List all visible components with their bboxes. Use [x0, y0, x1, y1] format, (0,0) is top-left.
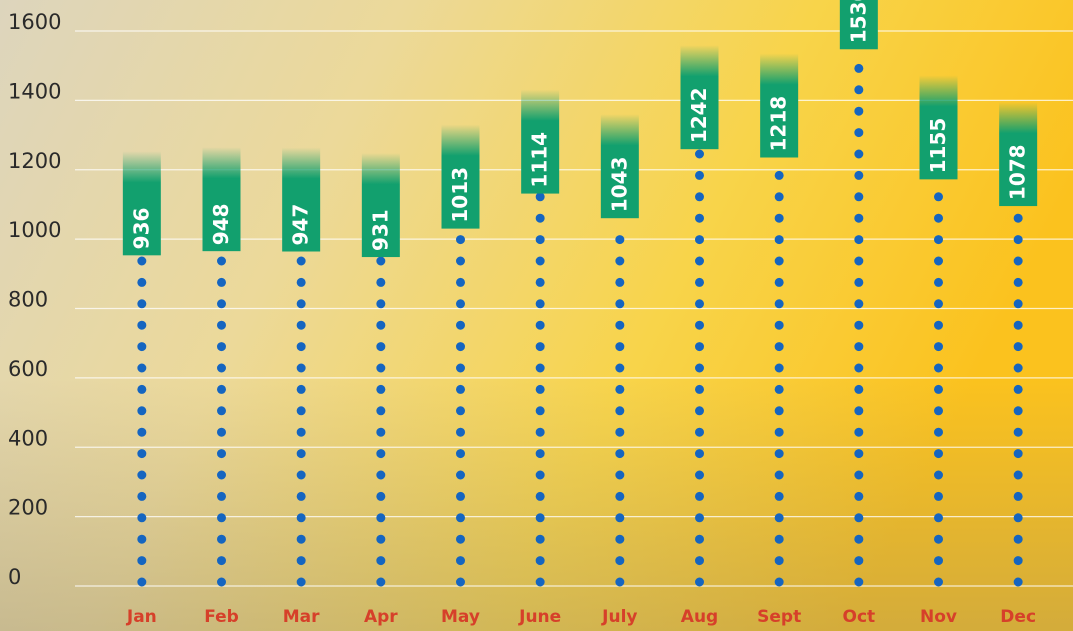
value-label: 936: [129, 208, 153, 250]
x-tick-label: Sept: [757, 607, 801, 627]
x-tick-label: July: [601, 607, 637, 627]
x-tick-label: Mar: [283, 607, 320, 627]
value-label: 1043: [607, 157, 631, 213]
value-label: 931: [368, 209, 392, 251]
chart: 0 200 400 600 800 1000 1200 1400 1600 Jan 936 Feb 94…: [0, 0, 1073, 631]
x-tick-label: Oct: [843, 607, 876, 627]
value-label: 1218: [767, 96, 791, 152]
y-tick-label: 1400: [8, 79, 61, 103]
value-label: 1155: [926, 118, 950, 174]
y-tick-label: 1200: [8, 149, 61, 173]
y-tick-label: 1600: [8, 10, 61, 34]
value-label: 1078: [1006, 144, 1030, 200]
x-tick-label: Apr: [364, 607, 398, 627]
x-tick-label: Dec: [1000, 607, 1036, 627]
y-tick-label: 1000: [8, 218, 61, 242]
y-tick-label: 400: [8, 426, 48, 450]
y-tick-label: 600: [8, 357, 48, 381]
x-tick-label: May: [441, 607, 480, 627]
value-label: 947: [289, 204, 313, 246]
value-label: 948: [209, 203, 233, 245]
value-label: 1530: [846, 0, 870, 43]
y-tick-label: 200: [8, 496, 48, 520]
value-label: 1242: [687, 88, 711, 144]
x-tick-label: June: [518, 607, 561, 627]
value-label: 1114: [528, 132, 552, 188]
value-label: 1013: [448, 167, 472, 223]
x-tick-label: Aug: [681, 607, 718, 627]
y-tick-label: 800: [8, 288, 48, 312]
x-tick-label: Feb: [204, 607, 239, 627]
x-tick-label: Jan: [126, 607, 157, 627]
y-tick-label: 0: [8, 565, 21, 589]
x-tick-label: Nov: [920, 607, 957, 627]
